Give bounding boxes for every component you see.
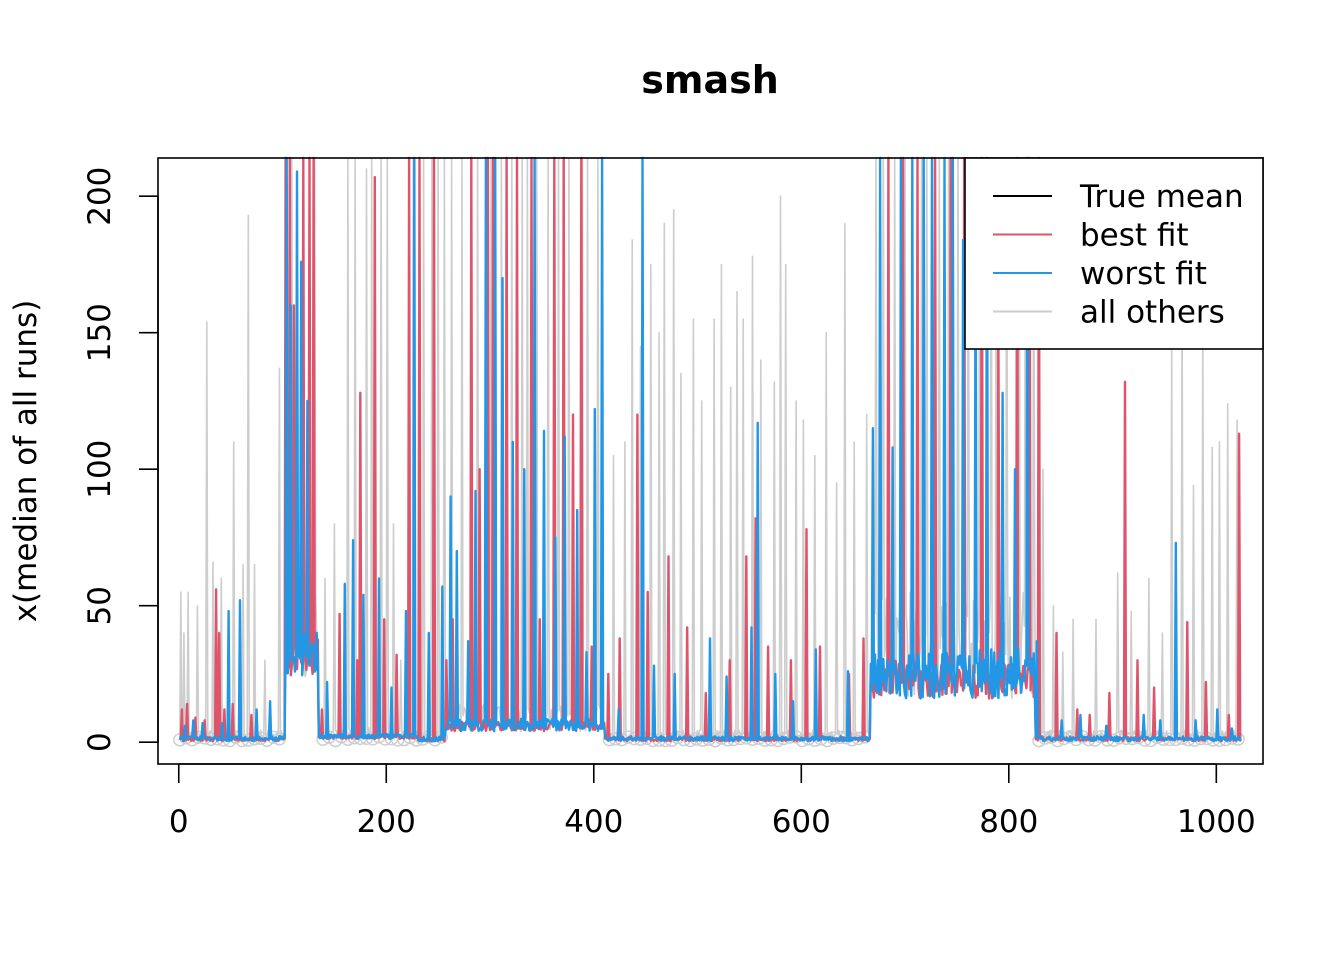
y-axis-label: x(median of all runs) [8,300,44,623]
y-tick-label: 200 [82,167,118,226]
x-tick-label: 400 [564,804,623,840]
chart-title: smash [641,58,779,102]
legend-label-true-mean: True mean [1079,179,1244,215]
x-tick-label: 600 [772,804,831,840]
x-tick-label: 800 [979,804,1038,840]
series-layer [173,156,1245,748]
y-tick-label: 150 [82,303,118,362]
legend-label-best-fit: best fit [1080,218,1189,254]
series-worst-fit [178,156,1243,743]
legend-label-all-others: all others [1080,295,1225,331]
legend-box [964,157,1264,350]
x-tick-label: 1000 [1177,804,1256,840]
y-tick-label: 50 [82,586,118,625]
y-axis: 0 50 100 150 200 [82,167,159,752]
legend-label-worst-fit: worst fit [1080,256,1207,292]
x-tick-label: 200 [357,804,416,840]
y-tick-label: 100 [82,440,118,499]
x-tick-label: 0 [169,804,189,840]
y-tick-label: 0 [82,732,118,752]
x-axis: 0 200 400 600 800 1000 [169,763,1256,840]
